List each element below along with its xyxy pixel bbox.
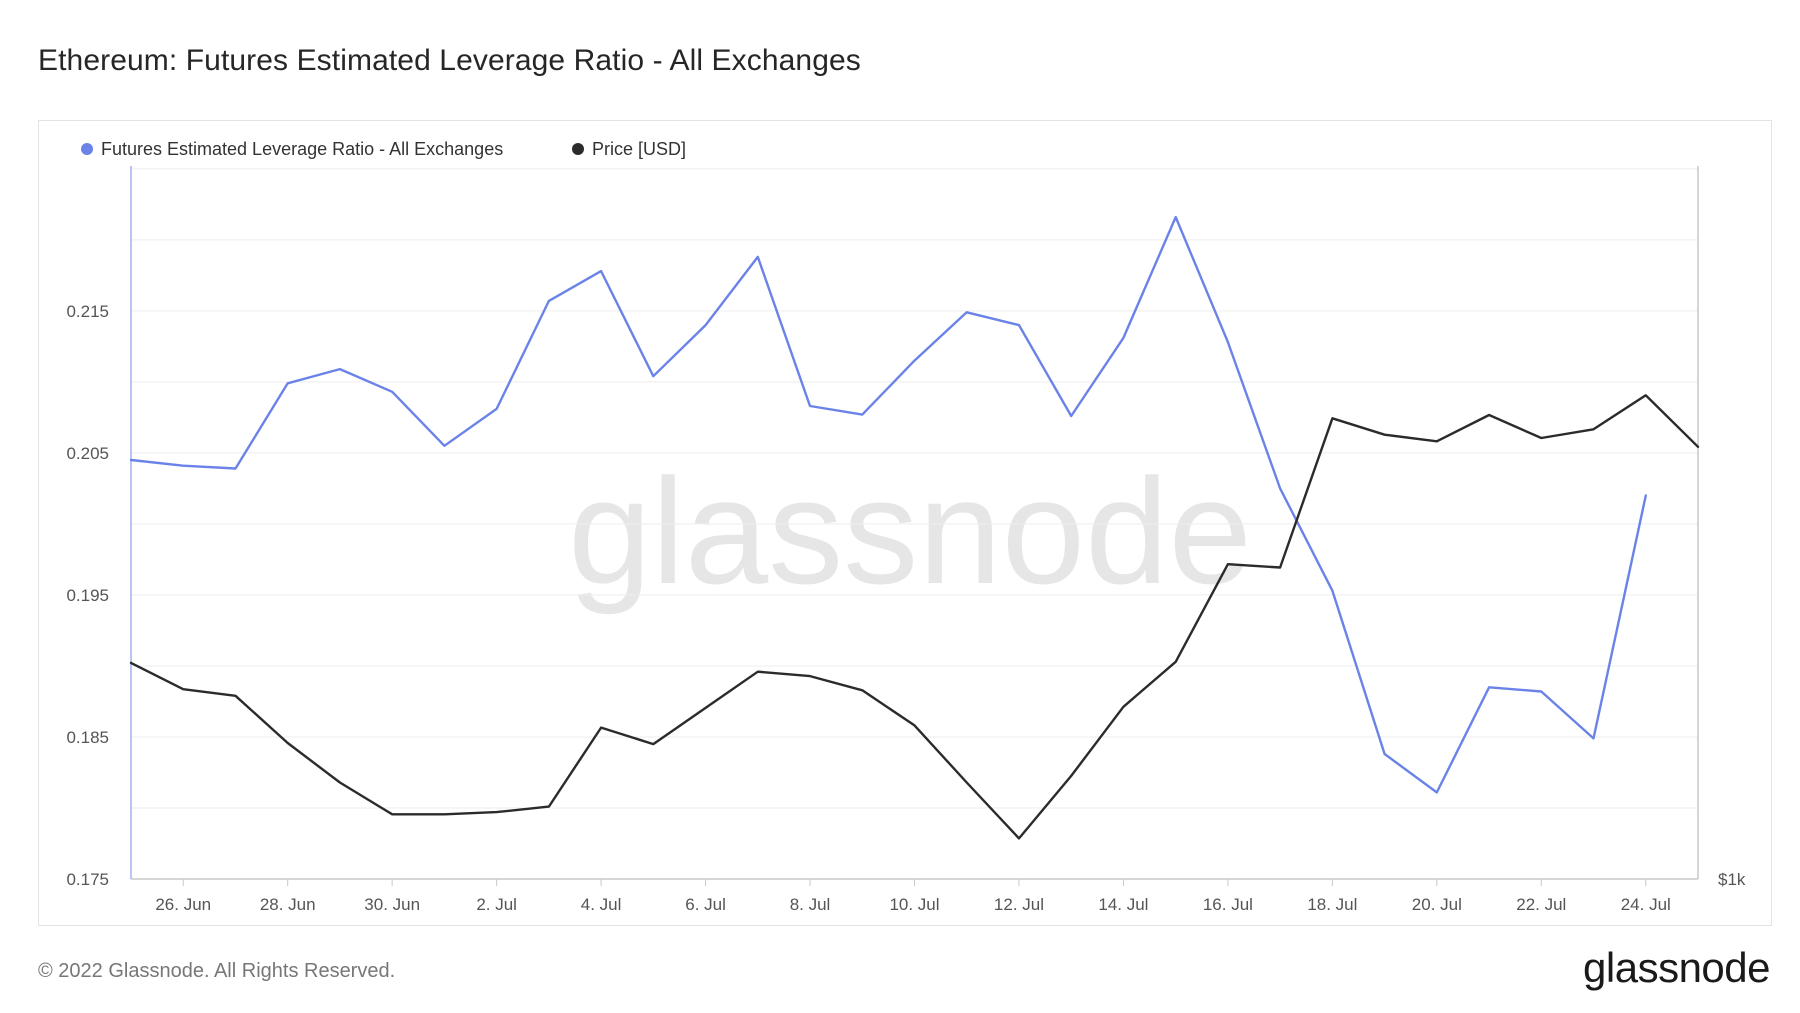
copyright-text: © 2022 Glassnode. All Rights Reserved. xyxy=(38,960,396,982)
y-left-tick-label: 0.175 xyxy=(66,870,109,889)
legend-label: Futures Estimated Leverage Ratio - All E… xyxy=(101,139,503,159)
watermark: glassnode xyxy=(568,447,1252,615)
legend[interactable]: Futures Estimated Leverage Ratio - All E… xyxy=(81,139,686,159)
legend-label: Price [USD] xyxy=(592,139,686,159)
chart-frame xyxy=(38,120,1772,926)
y-right-tick-label: $1k xyxy=(1718,870,1746,889)
x-tick-label: 14. Jul xyxy=(1098,895,1148,914)
price-line[interactable] xyxy=(129,394,1700,840)
y-left-tick-label: 0.195 xyxy=(66,586,109,605)
x-tick-label: 4. Jul xyxy=(581,895,622,914)
x-tick-label: 28. Jun xyxy=(260,895,316,914)
leverage-ratio-line[interactable] xyxy=(129,215,1647,794)
x-tick-label: 16. Jul xyxy=(1203,895,1253,914)
x-tick-label: 20. Jul xyxy=(1412,895,1462,914)
y-left-tick-label: 0.205 xyxy=(66,444,109,463)
legend-marker-icon xyxy=(572,143,584,155)
chart-plot: glassnode 0.175 0.185 0.195 0.205 0.215 $1k 26… xyxy=(66,139,1746,914)
x-tick-label: 10. Jul xyxy=(889,895,939,914)
x-tick-label: 18. Jul xyxy=(1307,895,1357,914)
chart-title: Ethereum: Futures Estimated Leverage Rat… xyxy=(38,44,861,77)
axes: 0.175 0.185 0.195 0.205 0.215 $1k 26. Jun 28. J… xyxy=(66,166,1746,914)
glassnode-logo[interactable]: glassnode xyxy=(1583,944,1770,991)
legend-marker-icon xyxy=(81,143,93,155)
x-tick-label: 30. Jun xyxy=(364,895,420,914)
x-tick-label: 26. Jun xyxy=(155,895,211,914)
x-tick-label: 24. Jul xyxy=(1621,895,1671,914)
series xyxy=(129,215,1700,840)
x-tick-label: 12. Jul xyxy=(994,895,1044,914)
x-tick-label: 2. Jul xyxy=(476,895,517,914)
legend-item-leverage[interactable]: Futures Estimated Leverage Ratio - All E… xyxy=(81,139,503,159)
x-tick-label: 22. Jul xyxy=(1516,895,1566,914)
x-tick-label: 6. Jul xyxy=(685,895,726,914)
legend-item-price[interactable]: Price [USD] xyxy=(572,139,686,159)
x-tick-label: 8. Jul xyxy=(790,895,831,914)
y-left-tick-label: 0.185 xyxy=(66,728,109,747)
y-left-tick-label: 0.215 xyxy=(66,302,109,321)
grid xyxy=(131,168,1698,880)
